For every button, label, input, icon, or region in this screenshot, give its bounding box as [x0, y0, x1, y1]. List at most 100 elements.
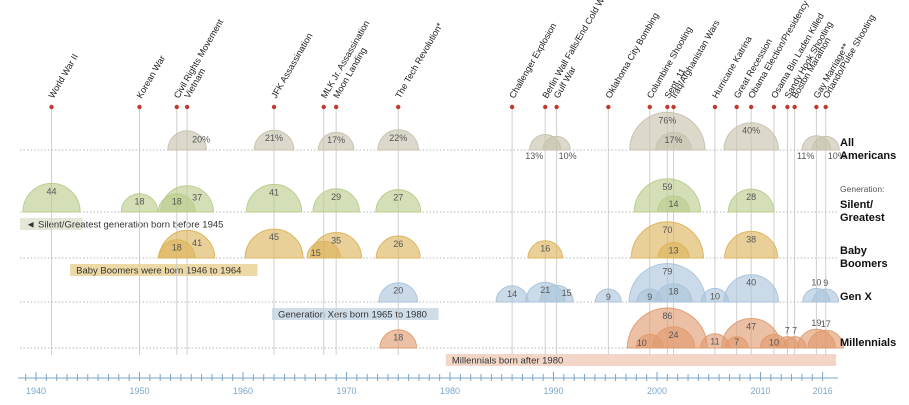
- event-label-jfk-assassination: JFK Assassination: [269, 31, 314, 100]
- row-label-boomers-0: Baby: [840, 245, 868, 257]
- bubble-genx-1995.3: [594, 288, 622, 303]
- event-dot-osama-bin-laden-killed: [771, 104, 777, 110]
- event-labels: World War II Korean War Civil Rights Movem…: [47, 0, 877, 100]
- bubble-all-1990.3: [542, 135, 571, 151]
- event-dot-obama-election-presidency: [748, 104, 754, 110]
- value-label-boomers-1969: 35: [331, 235, 341, 245]
- bubble-silent-2009.1: [727, 188, 775, 213]
- value-label-silent-1975: 27: [393, 193, 403, 203]
- value-label-all-2001.6: 17%: [665, 135, 683, 145]
- value-label-genx-1990.3: 15: [562, 288, 572, 298]
- value-label-genx-2005.6: 10: [710, 291, 720, 301]
- value-label-millennials-2007.7: 7: [734, 337, 739, 347]
- value-label-silent-2009.1: 28: [746, 192, 756, 202]
- generation-note: Generation:: [840, 184, 884, 194]
- x-tick-label-2000: 2000: [647, 386, 667, 396]
- bubble-genx-2005.6: [700, 287, 730, 303]
- event-dot-gulf-war: [554, 104, 559, 110]
- band-millennials: [445, 354, 837, 366]
- value-label-millennials-2009.1: 47: [746, 321, 756, 331]
- row-label-silent-0: Silent/: [840, 199, 873, 211]
- bubble-all-1975: [377, 129, 419, 151]
- event-dot-jfk-assassination: [271, 104, 277, 110]
- x-tick-label-1990: 1990: [543, 386, 563, 396]
- value-label-all-1963: 21%: [265, 133, 283, 143]
- bubble-boomers-1975: [375, 235, 421, 259]
- value-label-boomers-2001: 70: [662, 225, 672, 235]
- event-label-world-war-ii: World War II: [47, 52, 80, 100]
- value-label-all-1975: 22%: [389, 133, 407, 143]
- value-label-silent-1963: 41: [269, 187, 279, 197]
- band-boomers: [70, 264, 258, 276]
- value-label-all-1989.2: 13%: [525, 151, 543, 161]
- row-label-boomers-1: Boomers: [840, 258, 888, 270]
- bubble-silent-1975: [375, 189, 422, 213]
- event-dot-world-war-ii: [49, 104, 54, 110]
- value-label-genx-2016.3: 9: [823, 278, 828, 288]
- bubble-genx-1999.3: [636, 288, 664, 303]
- bubbles: [22, 111, 844, 349]
- bubble-boomers-1989.2: [527, 240, 563, 259]
- bubble-all-1969: [317, 131, 355, 151]
- value-label-millennials-2012.6: 7: [785, 326, 790, 336]
- value-label-genx-2015.4: 10: [811, 277, 821, 287]
- x-tick-label-1980: 1980: [440, 386, 460, 396]
- value-label-silent-1950: 18: [134, 197, 144, 207]
- row-label-millennials-0: Millennials: [840, 337, 896, 349]
- bubble-boomers-1967.8: [306, 240, 341, 259]
- event-dot-vietnam: [184, 104, 190, 110]
- value-label-millennials-1999.3: 10: [637, 338, 647, 348]
- bubble-all-1963: [253, 129, 295, 151]
- x-axis: 1940 1950 1960 1970 1980 1990 2000 2010 2016: [18, 372, 838, 396]
- value-label-genx-1986: 14: [507, 289, 517, 299]
- bubble-all-2009.1: [723, 122, 779, 151]
- bubble-genx-1990.3: [539, 284, 574, 303]
- row-label-all-1: Americans: [840, 150, 896, 162]
- value-label-all-1969: 17%: [327, 135, 345, 145]
- bubble-silent-1963: [245, 183, 303, 213]
- value-label-genx-1989.2: 21: [540, 285, 550, 295]
- band-label-millennials: Millennials born after 1980: [452, 356, 563, 367]
- value-label-silent-1953.6: 18: [172, 197, 182, 207]
- bubble-boomers-2009.1: [724, 230, 779, 259]
- bubble-boomers-1953.6: [157, 239, 196, 259]
- value-label-boomers-1963: 45: [269, 232, 279, 242]
- bubble-silent-1950: [120, 193, 159, 213]
- value-label-all-2016.3: 10%: [828, 151, 846, 161]
- event-dot-boston-marathon: [792, 104, 797, 110]
- event-dot-berlin-wall-falls-end-cold-war: [543, 104, 548, 110]
- value-label-all-2015.4: 11%: [797, 151, 814, 161]
- value-label-boomers-1954.6: 41: [192, 238, 202, 248]
- value-label-millennials-1975: 18: [393, 333, 403, 343]
- value-label-millennials-2015.4: 19: [811, 318, 821, 328]
- value-label-millennials-2013.3: 7: [792, 326, 797, 336]
- bubble-genx-1975: [378, 282, 419, 303]
- value-label-all-1990.3: 10%: [559, 151, 577, 161]
- event-dot-moon-landing: [333, 104, 339, 110]
- bubble-silent-1969: [312, 188, 360, 213]
- event-label-korean-war: Korean War: [135, 54, 168, 100]
- value-label-boomers-1953.6: 18: [172, 243, 182, 253]
- event-dot-sept-11: [665, 104, 670, 110]
- bubble-all-1954.6: [167, 130, 207, 151]
- value-label-millennials-2001.6: 24: [669, 330, 679, 340]
- x-tick-label-1940: 1940: [26, 386, 46, 396]
- value-label-silent-1969: 29: [331, 192, 341, 202]
- bubble-boomers-2001.6: [657, 242, 690, 259]
- value-label-silent-2001.6: 14: [669, 199, 679, 209]
- event-label-civil-rights-movement: Civil Rights Movement: [172, 17, 226, 100]
- event-dot-gay-marriage: [814, 104, 819, 110]
- band-label-genx: Generation Xers born 1965 to 1980: [278, 310, 427, 321]
- event-label-the-tech-revolution: The Tech Revolution*: [393, 21, 445, 100]
- band-label-boomers: Baby Boomers were born 1946 to 1964: [76, 266, 241, 277]
- x-tick-label-2010: 2010: [750, 386, 770, 396]
- value-label-all-2009.1: 40%: [742, 126, 760, 136]
- event-dot-columbine-shooting: [647, 104, 652, 110]
- event-label-berlin-wall-falls-end-cold-war: Berlin Wall Falls/End Cold War: [540, 0, 610, 100]
- band-genx: [271, 308, 439, 320]
- value-label-boomers-2001.6: 13: [669, 245, 679, 255]
- event-dot-challenger-explosion: [509, 104, 515, 110]
- bubble-all-2001.6: [655, 131, 692, 151]
- bubble-silent-1953.6: [157, 193, 196, 213]
- x-tick-label-1970: 1970: [336, 386, 356, 396]
